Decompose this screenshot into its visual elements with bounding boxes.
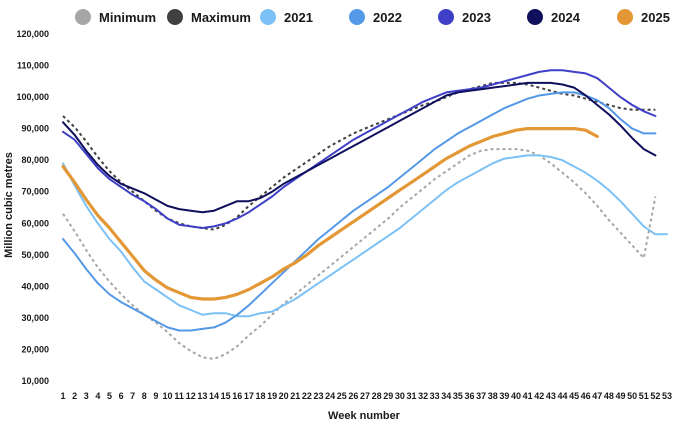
x-axis: 1 2 3 4 5 6 7 8 9 10 11 12 13 14 15 16 17 18 19 20 21 22 23 24 2… — [60, 391, 672, 401]
legend-label: Minimum — [99, 10, 156, 25]
x-tick-label: 50 — [627, 391, 637, 401]
y-tick-label: 80,000 — [21, 155, 49, 165]
x-tick-label: 43 — [546, 391, 556, 401]
x-tick-label: 51 — [639, 391, 649, 401]
x-tick-label: 30 — [395, 391, 405, 401]
x-tick-label: 33 — [430, 391, 440, 401]
x-tick-label: 52 — [650, 391, 660, 401]
x-tick-label: 48 — [604, 391, 614, 401]
x-tick-label: 2 — [72, 391, 77, 401]
series-line-2023 — [62, 69, 657, 229]
x-tick-label: 3 — [84, 391, 89, 401]
x-tick-label: 36 — [465, 391, 475, 401]
x-tick-label: 39 — [499, 391, 509, 401]
legend-marker-2022 — [349, 9, 365, 25]
x-tick-label: 14 — [209, 391, 219, 401]
x-tick-label: 38 — [488, 391, 498, 401]
series-line-2022 — [62, 91, 657, 332]
x-tick-label: 12 — [186, 391, 196, 401]
legend-label: Maximum — [191, 10, 251, 25]
x-tick-label: 16 — [232, 391, 242, 401]
y-tick-label: 10,000 — [21, 376, 49, 386]
y-tick-label: 20,000 — [21, 344, 49, 354]
x-tick-label: 1 — [60, 391, 65, 401]
legend-label: 2021 — [284, 10, 313, 25]
x-tick-label: 8 — [142, 391, 147, 401]
x-tick-label: 11 — [174, 391, 184, 401]
y-tick-label: 120,000 — [16, 29, 49, 39]
y-tick-label: 40,000 — [21, 281, 49, 291]
series-line-2024 — [62, 81, 657, 214]
x-tick-label: 10 — [163, 391, 173, 401]
x-tick-label: 47 — [592, 391, 602, 401]
y-tick-label: 60,000 — [21, 218, 49, 228]
x-tick-label: 28 — [372, 391, 382, 401]
x-tick-label: 49 — [616, 391, 626, 401]
x-tick-label: 53 — [662, 391, 672, 401]
x-tick-label: 4 — [95, 391, 100, 401]
x-tick-label: 9 — [153, 391, 158, 401]
y-axis: 10,000 20,000 30,000 40,000 50,000 60,000 70,0… — [16, 29, 49, 386]
legend-marker-2024 — [527, 9, 543, 25]
y-tick-label: 100,000 — [16, 92, 49, 102]
legend-label: 2024 — [551, 10, 581, 25]
y-axis-label: Million cubic metres — [3, 152, 15, 258]
x-tick-label: 23 — [314, 391, 324, 401]
legend-marker-minimum — [75, 9, 91, 25]
x-tick-label: 46 — [581, 391, 591, 401]
x-tick-label: 19 — [267, 391, 277, 401]
y-tick-label: 110,000 — [17, 61, 49, 71]
x-tick-label: 18 — [255, 391, 265, 401]
x-tick-label: 6 — [119, 391, 124, 401]
x-tick-label: 29 — [383, 391, 393, 401]
x-tick-label: 26 — [348, 391, 358, 401]
x-tick-label: 7 — [130, 391, 135, 401]
x-tick-label: 40 — [511, 391, 521, 401]
x-tick-label: 13 — [197, 391, 207, 401]
legend-marker-maximum — [167, 9, 183, 25]
legend-label: 2022 — [373, 10, 402, 25]
x-axis-label: Week number — [328, 410, 401, 422]
legend-label: 2023 — [462, 10, 491, 25]
x-tick-label: 34 — [441, 391, 451, 401]
x-tick-label: 45 — [569, 391, 579, 401]
x-tick-label: 27 — [360, 391, 370, 401]
x-tick-label: 35 — [453, 391, 463, 401]
legend-marker-2023 — [438, 9, 454, 25]
x-tick-label: 31 — [406, 391, 416, 401]
x-tick-label: 15 — [221, 391, 231, 401]
series-line-minimum — [62, 148, 657, 360]
y-tick-label: 70,000 — [21, 187, 49, 197]
legend-label: 2025 — [641, 10, 670, 25]
x-tick-label: 21 — [290, 391, 300, 401]
x-tick-label: 41 — [523, 391, 533, 401]
y-tick-label: 50,000 — [21, 250, 49, 260]
y-tick-label: 30,000 — [21, 313, 49, 323]
y-tick-label: 90,000 — [21, 124, 49, 134]
x-tick-label: 32 — [418, 391, 428, 401]
x-tick-label: 22 — [302, 391, 312, 401]
legend-marker-2025 — [617, 9, 633, 25]
x-tick-label: 20 — [279, 391, 289, 401]
legend: Minimum Maximum 2021 2022 2023 2024 2025 — [75, 9, 670, 25]
series-line-2021 — [62, 154, 668, 318]
series-line-2025 — [61, 127, 599, 301]
x-tick-label: 37 — [476, 391, 486, 401]
x-tick-label: 25 — [337, 391, 347, 401]
x-tick-label: 44 — [557, 391, 567, 401]
x-tick-label: 24 — [325, 391, 335, 401]
legend-marker-2021 — [260, 9, 276, 25]
x-tick-label: 17 — [244, 391, 254, 401]
plot-area — [61, 69, 668, 360]
x-tick-label: 42 — [534, 391, 544, 401]
x-tick-label: 5 — [107, 391, 112, 401]
